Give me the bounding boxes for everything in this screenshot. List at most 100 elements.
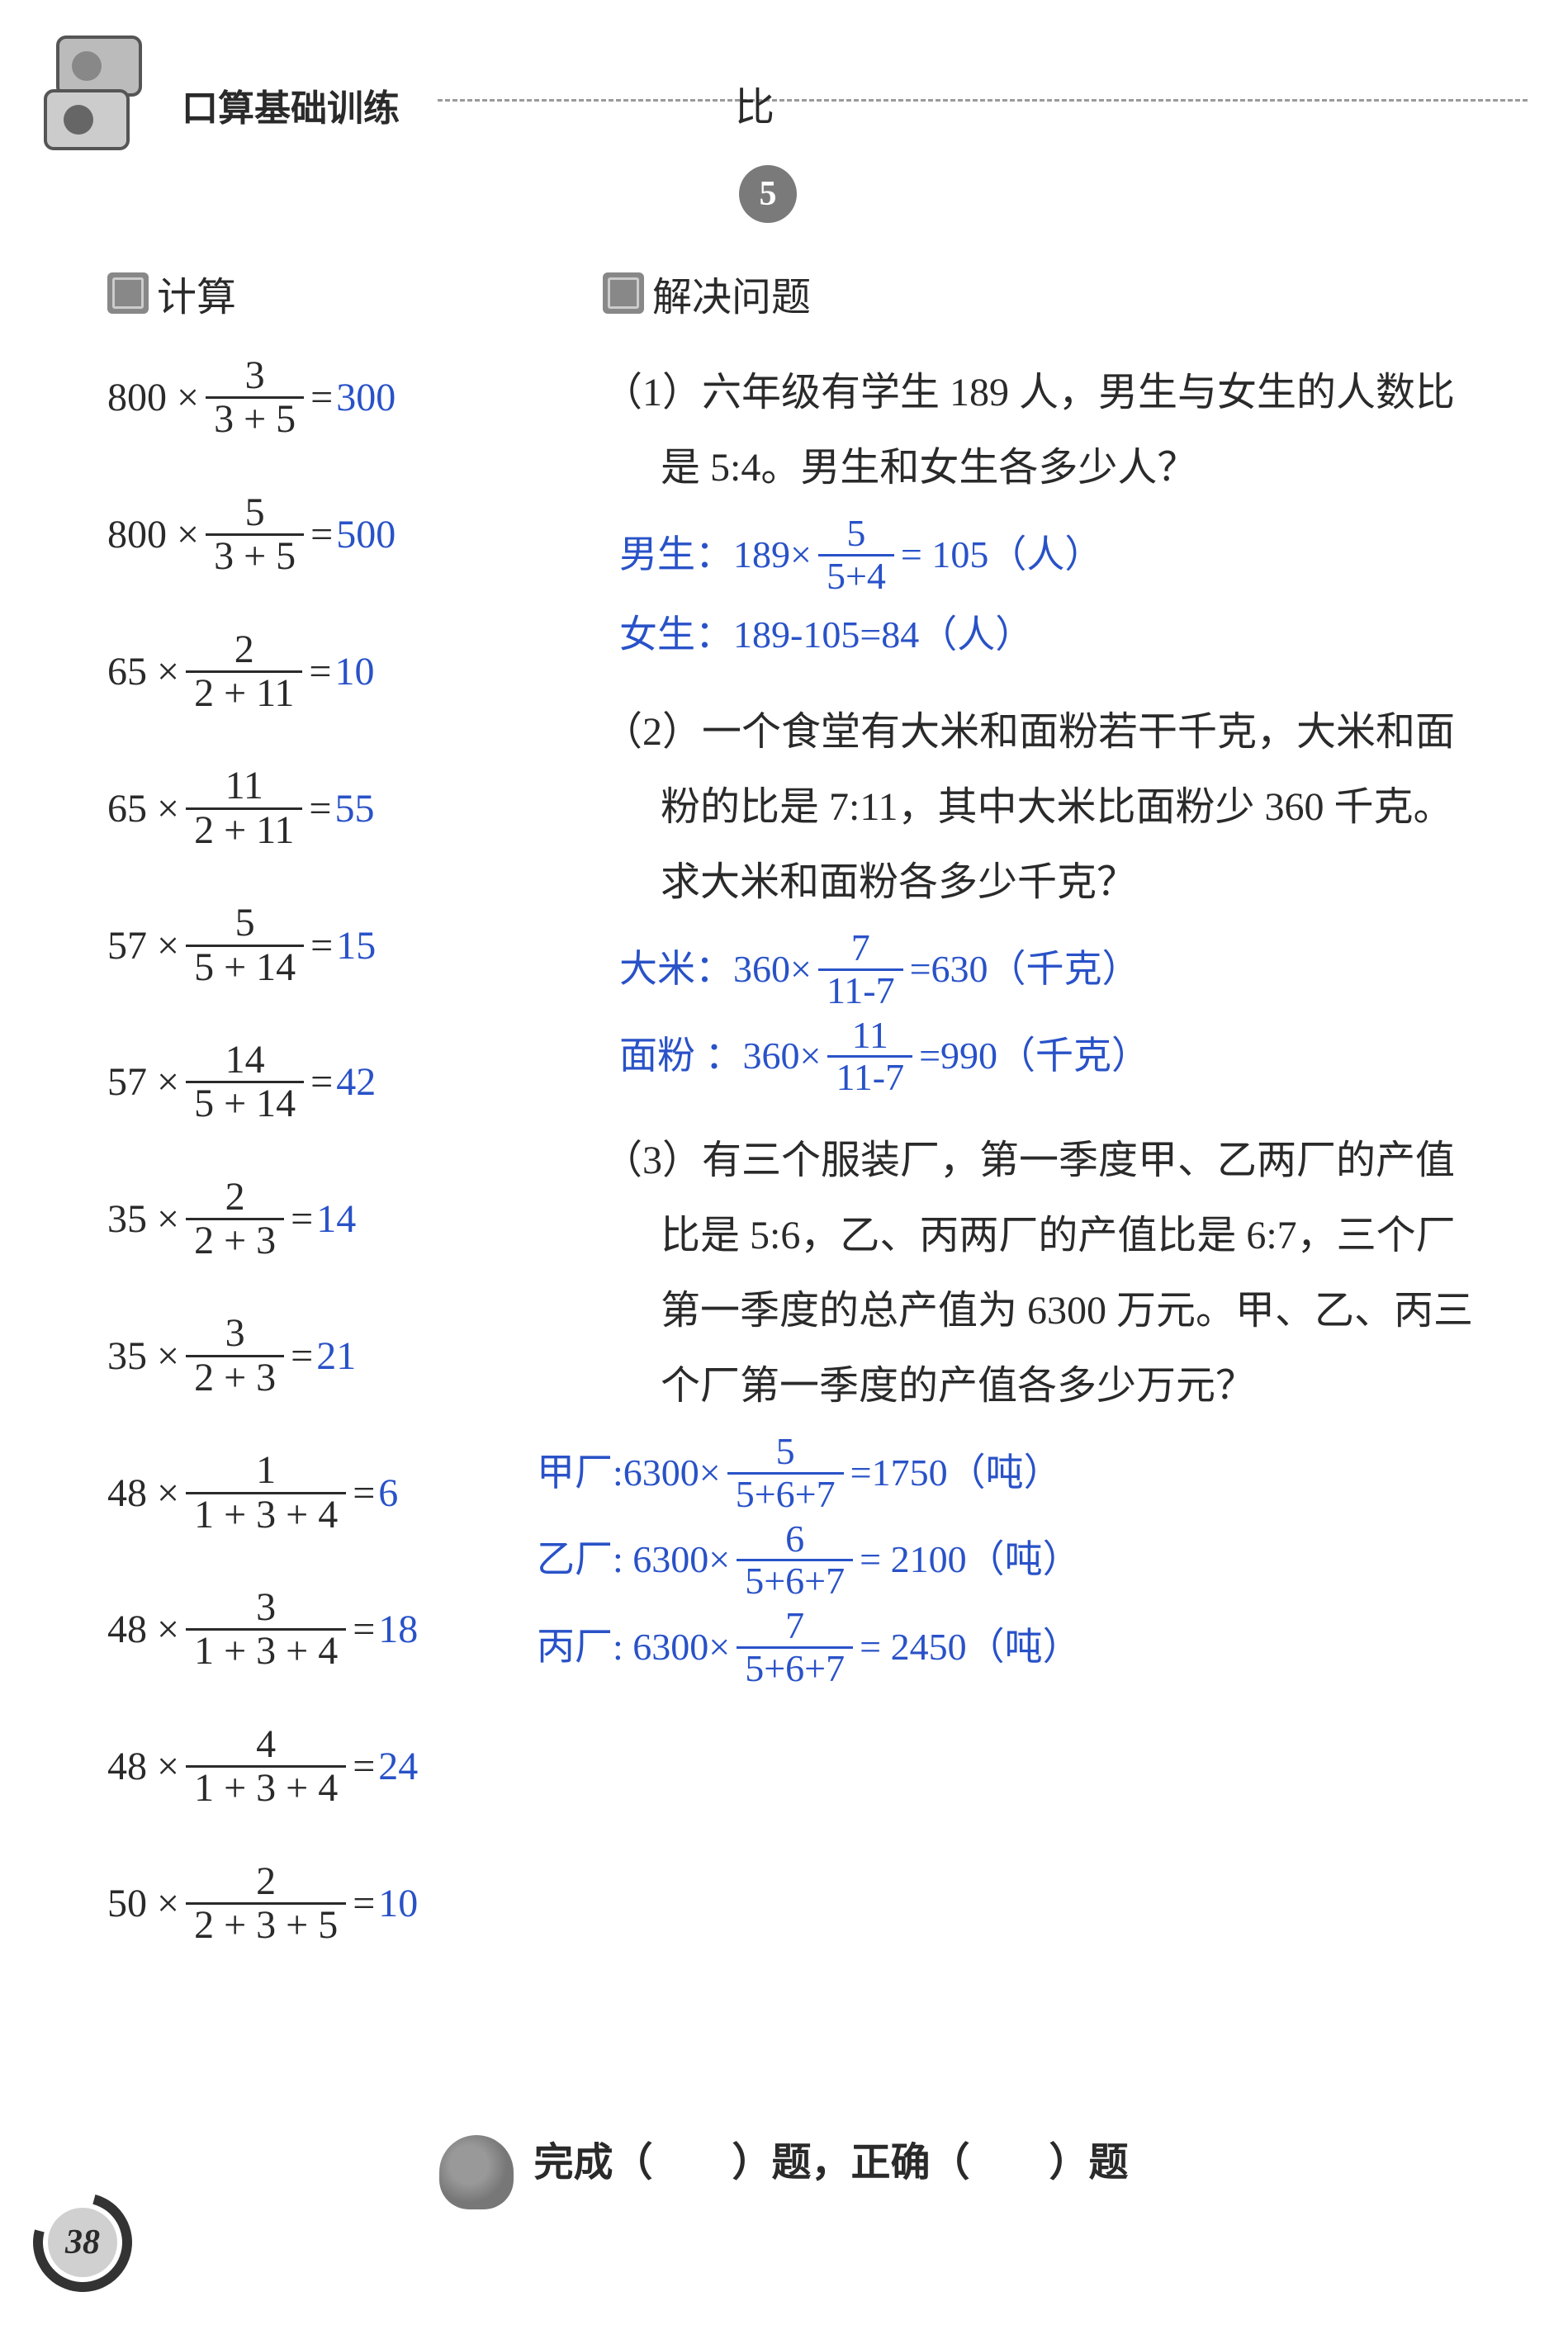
solution-line: 丙厂: 6300× 7 5+6+7 = 2450（吨） — [537, 1606, 1485, 1688]
fraction: 22 + 11 — [186, 629, 302, 715]
answer: 300 — [336, 375, 396, 420]
solution-label: 面粉 ：360× — [619, 1022, 821, 1091]
numerator: 6 — [777, 1519, 812, 1559]
equation-row: 48 ×41 + 3 + 4 = 24 — [107, 1724, 553, 1810]
denominator: 5 + 14 — [186, 1081, 304, 1125]
solution-label: 男生：189× — [619, 521, 812, 590]
chapter-title: 比 — [735, 74, 775, 132]
numerator: 2 — [226, 629, 263, 670]
equation-list: 800 ×33 + 5 = 300800 ×53 + 5 = 50065 ×22… — [107, 355, 553, 1946]
denominator: 11-7 — [827, 1055, 912, 1097]
equation-row: 57 ×55 + 14 = 15 — [107, 902, 553, 988]
denominator: 5+6+7 — [727, 1472, 844, 1514]
denominator: 3 + 5 — [206, 396, 304, 440]
problem-3: （3）有三个服装厂，第一季度甲、乙两厂的产值比是 5:6，乙、丙两厂的产值比是 … — [603, 1123, 1485, 1424]
footer-text: 完成（ ）题，正确（ ）题 — [533, 2141, 1128, 2185]
numerator: 5 — [838, 514, 874, 553]
equation-row: 800 ×53 + 5 = 500 — [107, 492, 553, 578]
equals: = — [291, 1333, 313, 1379]
numerator: 4 — [248, 1724, 284, 1765]
fraction: 6 5+6+7 — [737, 1519, 853, 1602]
fraction: 22 + 3 — [186, 1177, 284, 1262]
answer: 10 — [334, 649, 374, 694]
solution-result: =630（千克） — [910, 935, 1140, 1004]
section-heading-solve: 解决问题 — [603, 264, 1485, 322]
problem-text: 有三个服装厂，第一季度甲、乙两厂的产值比是 5:6，乙、丙两厂的产值比是 6:7… — [661, 1139, 1473, 1409]
multiplicand: 48 × — [107, 1470, 179, 1516]
equals: = — [353, 1881, 375, 1926]
denominator: 2 + 3 + 5 — [186, 1902, 346, 1946]
answer: 55 — [334, 786, 374, 831]
fraction: 41 + 3 + 4 — [186, 1724, 346, 1810]
denominator: 5+4 — [818, 554, 894, 596]
solution-3: 甲厂:6300× 5 5+6+7 =1750（吨） 乙厂: 6300× 6 5+… — [520, 1432, 1485, 1688]
solution-line: 甲厂:6300× 5 5+6+7 =1750（吨） — [537, 1432, 1485, 1514]
numerator: 1 — [248, 1450, 284, 1491]
denominator: 1 + 3 + 4 — [186, 1628, 346, 1672]
equation-row: 48 ×11 + 3 + 4 = 6 — [107, 1450, 553, 1536]
problem-column: 解决问题 （1）六年级有学生 189 人，男生与女生的人数比是 5:4。男生和女… — [603, 264, 1485, 1997]
fraction: 53 + 5 — [206, 492, 304, 578]
answer: 24 — [378, 1744, 418, 1789]
multiplicand: 65 × — [107, 786, 179, 831]
solution-label: 大米：360× — [619, 935, 812, 1004]
denominator: 3 + 5 — [206, 533, 304, 577]
fraction: 11 11-7 — [827, 1016, 912, 1098]
page-footer: 完成（ ）题，正确（ ）题 — [0, 2129, 1568, 2209]
equation-row: 65 × 112 + 11 = 55 — [107, 765, 553, 851]
multiplicand: 48 × — [107, 1744, 179, 1789]
answer: 10 — [378, 1881, 418, 1926]
solution-line: 乙厂: 6300× 6 5+6+7 = 2100（吨） — [537, 1519, 1485, 1602]
equation-row: 35 ×22 + 3 = 14 — [107, 1177, 553, 1262]
numerator: 2 — [248, 1861, 284, 1902]
fraction: 32 + 3 — [186, 1313, 284, 1399]
equals: = — [310, 512, 333, 557]
equals: = — [309, 786, 331, 831]
fraction: 31 + 3 + 4 — [186, 1587, 346, 1673]
header-divider — [438, 99, 1528, 102]
calculation-column: 计算 800 ×33 + 5 = 300800 ×53 + 5 = 50065 … — [107, 264, 553, 1997]
fraction: 33 + 5 — [206, 355, 304, 441]
equals: = — [310, 375, 333, 420]
answer: 42 — [336, 1059, 376, 1105]
multiplicand: 48 × — [107, 1607, 179, 1652]
numerator: 2 — [217, 1177, 253, 1218]
answer: 21 — [316, 1333, 356, 1379]
solution-result: =1750（吨） — [850, 1439, 1062, 1508]
solution-1: 男生：189× 5 5+4 = 105（人） 女生：189-105=84（人） — [603, 514, 1485, 669]
cat-icon — [439, 2135, 514, 2209]
lesson-badge: 5 — [739, 165, 797, 223]
multiplicand: 35 × — [107, 1333, 179, 1379]
multiplicand: 50 × — [107, 1881, 179, 1926]
fraction: 7 11-7 — [818, 928, 903, 1011]
problem-number: （2） — [603, 710, 702, 754]
problem-number: （1） — [603, 371, 702, 414]
denominator: 2 + 11 — [186, 807, 302, 851]
equals: = — [310, 1059, 333, 1105]
numerator: 11 — [844, 1016, 897, 1055]
numerator: 3 — [237, 355, 273, 396]
fraction: 7 5+6+7 — [737, 1606, 853, 1688]
denominator: 2 + 11 — [186, 670, 302, 714]
main-content: 计算 800 ×33 + 5 = 300800 ×53 + 5 = 50065 … — [107, 264, 1485, 1997]
multiplicand: 800 × — [107, 375, 199, 420]
denominator: 5 + 14 — [186, 945, 304, 988]
solution-result: = 105（人） — [901, 521, 1102, 590]
answer: 6 — [378, 1470, 398, 1516]
solution-result: = 2100（吨） — [860, 1526, 1080, 1594]
numerator: 7 — [777, 1606, 812, 1645]
numerator: 5 — [227, 902, 263, 944]
solution-line: 面粉 ：360× 11 11-7 =990（千克） — [619, 1016, 1485, 1098]
equation-row: 800 ×33 + 5 = 300 — [107, 355, 553, 441]
problem-text: 一个食堂有大米和面粉若干千克，大米和面粉的比是 7:11，其中大米比面粉少 36… — [661, 710, 1455, 904]
numerator: 11 — [217, 765, 272, 807]
equation-row: 50 × 22 + 3 + 5 = 10 — [107, 1861, 553, 1947]
solution-result: =990（千克） — [919, 1022, 1149, 1091]
equals: = — [291, 1196, 313, 1242]
denominator: 5+6+7 — [737, 1646, 853, 1688]
fraction: 5 5+4 — [818, 514, 894, 596]
page-number: 38 — [48, 2208, 117, 2277]
multiplicand: 65 × — [107, 649, 179, 694]
solution-result: = 2450（吨） — [860, 1613, 1080, 1682]
page-number-badge: 38 — [33, 2193, 132, 2292]
